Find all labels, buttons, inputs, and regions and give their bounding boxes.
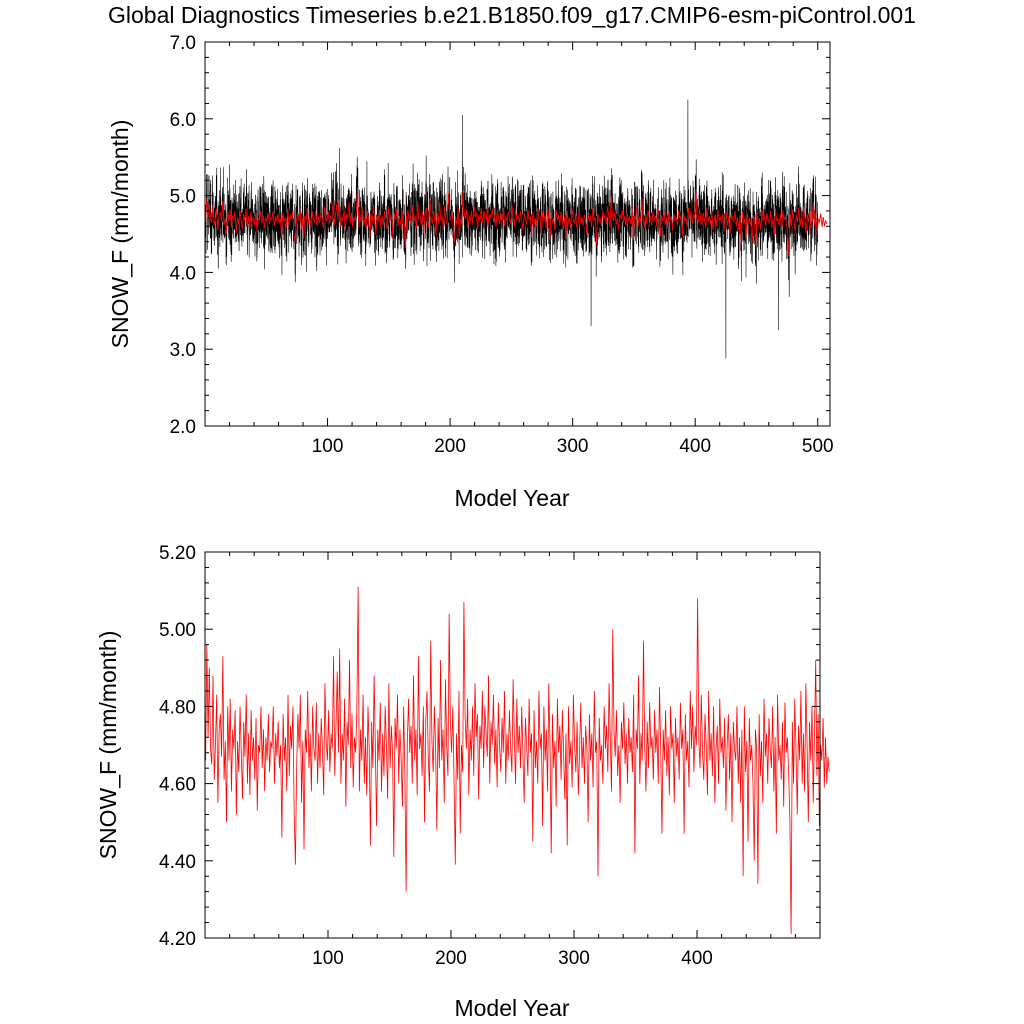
y-tick-label: 5.0 <box>170 187 196 208</box>
series-annual-line <box>205 586 830 935</box>
bottom-y-ticks: 4.20 4.40 4.60 4.80 5.00 5.20 <box>159 543 820 950</box>
y-tick-label: 4.60 <box>159 775 196 796</box>
y-tick-label: 4.40 <box>159 852 196 873</box>
bottom-plot-frame <box>204 551 821 939</box>
y-tick-label: 7.0 <box>170 33 196 54</box>
y-tick-label: 5.00 <box>159 620 196 641</box>
y-tick-label: 4.20 <box>159 929 196 950</box>
series-annual-line-top <box>205 187 828 257</box>
page-title: Global Diagnostics Timeseries b.e21.B185… <box>108 2 916 28</box>
top-plot-frame <box>204 41 831 427</box>
x-tick-label: 100 <box>312 948 344 969</box>
x-tick-label: 500 <box>802 436 834 457</box>
x-tick-label: 200 <box>434 436 466 457</box>
x-tick-label: 400 <box>681 948 713 969</box>
bottom-x-ticks: 100 200 300 400 <box>229 552 796 969</box>
x-tick-label: 300 <box>557 436 589 457</box>
x-tick-label: 400 <box>679 436 711 457</box>
top-x-axis-label: Model Year <box>454 485 569 511</box>
y-tick-label: 3.0 <box>170 340 196 361</box>
bottom-plot-area <box>205 586 830 935</box>
top-x-ticks: 100 200 300 400 500 <box>229 42 834 457</box>
top-y-axis-label: SNOW_F (mm/month) <box>107 120 133 349</box>
x-tick-label: 100 <box>312 436 344 457</box>
bottom-x-axis-label: Model Year <box>454 995 569 1021</box>
y-tick-label: 4.80 <box>159 697 196 718</box>
chart-top-panel: 100 200 300 400 500 2.0 3.0 4.0 5.0 6.0 7.0 Model… <box>107 33 834 511</box>
top-plot-area <box>204 99 828 359</box>
bottom-y-axis-label: SNOW_F (mm/month) <box>95 631 121 860</box>
x-tick-label: 300 <box>558 948 590 969</box>
y-tick-label: 6.0 <box>170 110 196 131</box>
y-tick-label: 4.0 <box>170 263 196 284</box>
chart-bottom-panel: 100 200 300 400 4.20 4.40 4.60 4.80 5.00 5.20 Mo… <box>95 543 830 1021</box>
y-tick-label: 2.0 <box>170 417 196 438</box>
y-tick-label: 5.20 <box>159 543 196 564</box>
series-monthly-line <box>204 99 818 359</box>
x-tick-label: 200 <box>435 948 467 969</box>
top-y-ticks: 2.0 3.0 4.0 5.0 6.0 7.0 <box>170 33 830 438</box>
